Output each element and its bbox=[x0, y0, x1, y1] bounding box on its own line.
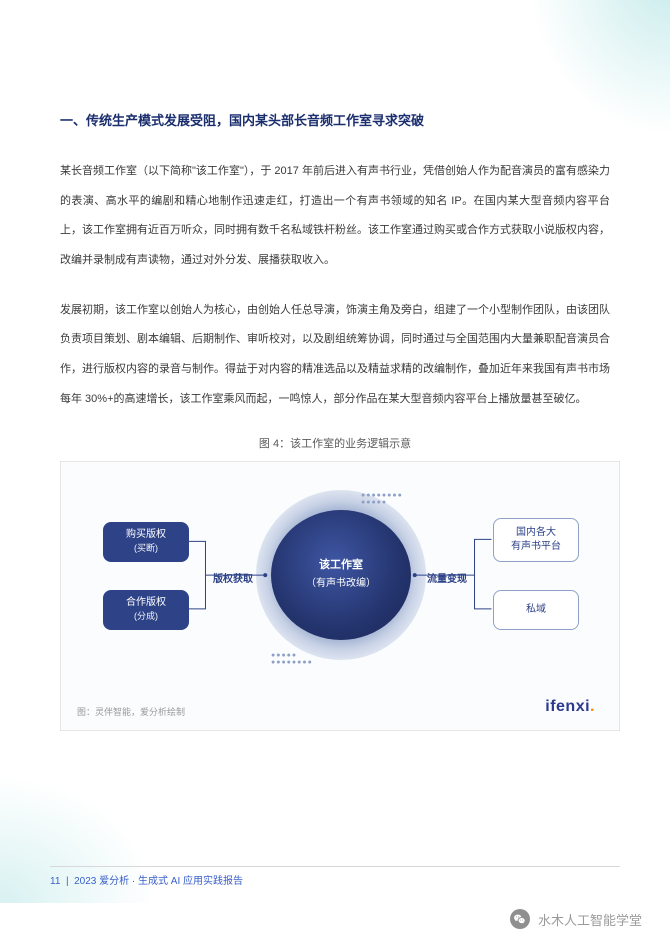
diagram-source: 图：灵伴智能，爱分析绘制 bbox=[77, 705, 185, 718]
footer-divider bbox=[50, 866, 620, 867]
footer-title: 2023 爱分析 · 生成式 AI 应用实践报告 bbox=[74, 876, 243, 887]
watermark: 水木人工智能学堂 bbox=[510, 909, 642, 929]
section-heading: 一、传统生产模式发展受阻，国内某头部长音频工作室寻求突破 bbox=[60, 110, 610, 129]
diagram-lines bbox=[61, 462, 619, 730]
figure-caption: 图 4：该工作室的业务逻辑示意 bbox=[60, 435, 610, 451]
footer-text: 11 | 2023 爱分析 · 生成式 AI 应用实践报告 bbox=[50, 872, 243, 887]
watermark-text: 水木人工智能学堂 bbox=[538, 910, 642, 929]
diagram-brand: ifenxi. bbox=[545, 698, 595, 716]
diagram: ●●●●●●●●●●●●● ●●●●●●●●●●●●● 该工作室 （有声书改编）… bbox=[60, 461, 620, 731]
page: 一、传统生产模式发展受阻，国内某头部长音频工作室寻求突破 某长音频工作室（以下简… bbox=[0, 0, 670, 943]
brand-dot: . bbox=[590, 698, 595, 715]
footer-page: 11 bbox=[50, 876, 60, 887]
wechat-icon bbox=[510, 909, 530, 929]
paragraph-1: 某长音频工作室（以下简称"该工作室"），于 2017 年前后进入有声书行业，凭借… bbox=[60, 157, 610, 276]
footer-sep: | bbox=[63, 876, 74, 887]
paragraph-2: 发展初期，该工作室以创始人为核心，由创始人任总导演，饰演主角及旁白，组建了一个小… bbox=[60, 296, 610, 415]
content-area: 一、传统生产模式发展受阻，国内某头部长音频工作室寻求突破 某长音频工作室（以下简… bbox=[0, 0, 670, 731]
